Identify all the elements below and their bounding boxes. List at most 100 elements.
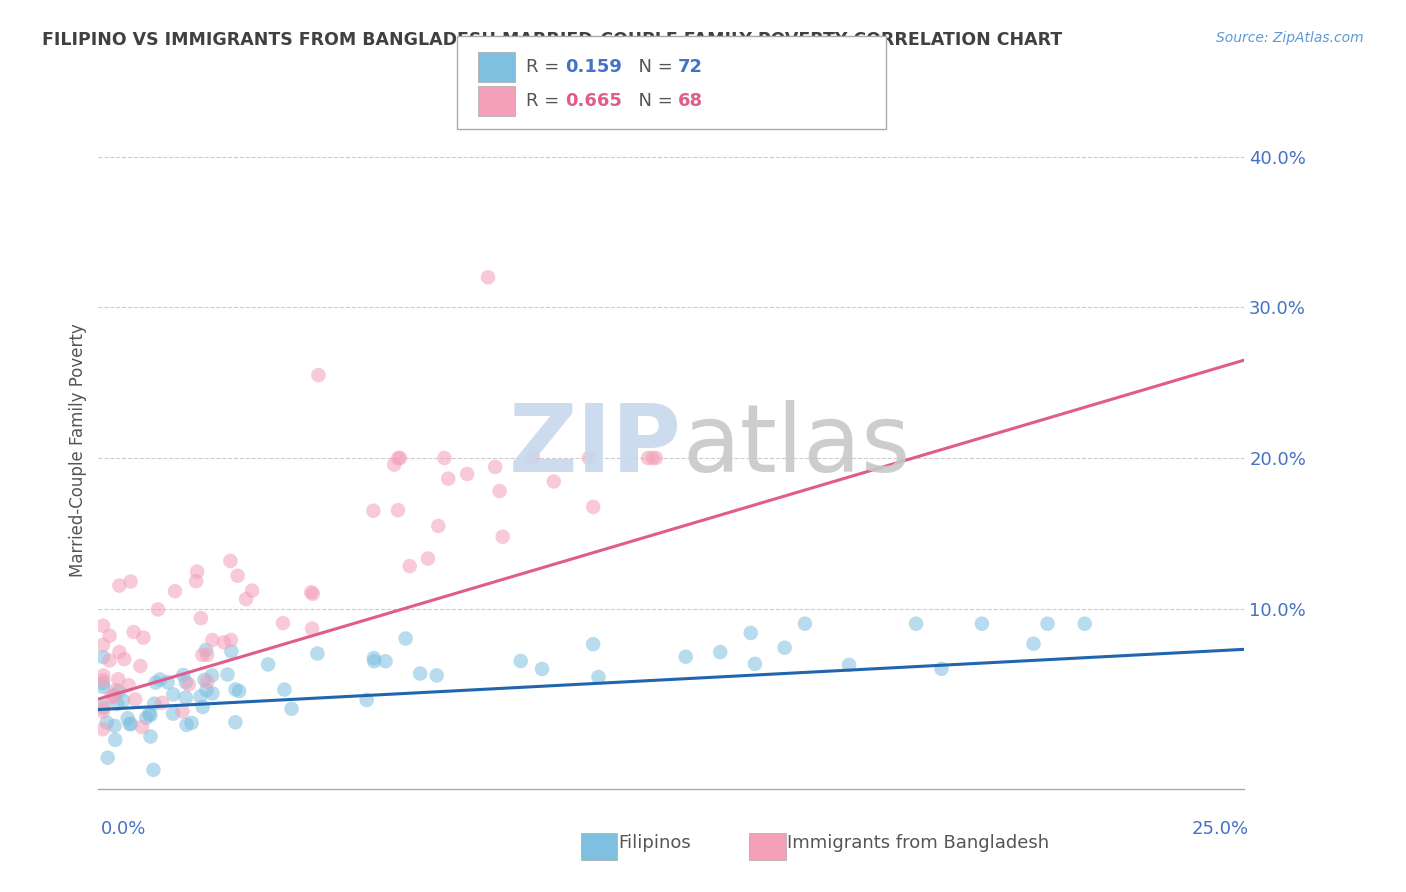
Point [235, 592, 257, 607]
Point [120, 717, 142, 731]
Point [184, 574, 207, 589]
Point [195, 674, 218, 689]
Point [307, 368, 329, 383]
Point [176, 718, 198, 732]
Point [172, 668, 194, 682]
Point [219, 632, 242, 647]
Point [427, 519, 450, 533]
Point [225, 682, 247, 697]
Point [201, 633, 224, 648]
Text: 25.0%: 25.0% [1191, 820, 1249, 838]
Text: R =: R = [526, 92, 565, 110]
Point [103, 688, 125, 702]
Text: N =: N = [627, 58, 679, 76]
Point [195, 683, 218, 698]
Point [228, 684, 250, 698]
Point [492, 530, 515, 544]
Point [195, 648, 218, 662]
Point [91, 705, 114, 719]
Text: N =: N = [627, 92, 679, 110]
Point [96, 715, 118, 730]
Point [174, 690, 197, 705]
Point [271, 616, 294, 631]
Point [172, 704, 194, 718]
Text: 72: 72 [678, 58, 703, 76]
Point [522, 450, 544, 465]
Point [709, 645, 731, 659]
Point [433, 450, 456, 465]
Point [221, 644, 243, 658]
Point [675, 649, 697, 664]
Point [129, 659, 152, 673]
Text: 0.0%: 0.0% [101, 820, 146, 838]
Point [104, 719, 127, 733]
Point [150, 696, 173, 710]
Point [118, 717, 141, 731]
Point [112, 652, 135, 666]
Point [740, 626, 762, 640]
Point [240, 583, 263, 598]
Point [156, 675, 179, 690]
Text: Filipinos: Filipinos [619, 834, 692, 852]
Point [509, 654, 531, 668]
Point [477, 270, 499, 285]
Point [1036, 616, 1059, 631]
Point [103, 690, 125, 705]
Point [163, 584, 186, 599]
Point [135, 711, 157, 725]
Point [174, 675, 197, 690]
Point [105, 697, 128, 711]
Point [588, 670, 610, 684]
Point [484, 459, 506, 474]
Point [145, 675, 167, 690]
Point [186, 565, 208, 579]
Point [190, 611, 212, 625]
Point [398, 559, 420, 574]
Point [437, 472, 460, 486]
Point [97, 750, 120, 764]
Point [91, 680, 114, 694]
Point [142, 763, 165, 777]
Point [91, 699, 114, 714]
Text: 0.665: 0.665 [565, 92, 621, 110]
Point [143, 697, 166, 711]
Point [582, 500, 605, 514]
Text: FILIPINO VS IMMIGRANTS FROM BANGLADESH MARRIED-COUPLE FAMILY POVERTY CORRELATION: FILIPINO VS IMMIGRANTS FROM BANGLADESH M… [42, 31, 1063, 49]
Point [190, 690, 212, 704]
Point [91, 722, 114, 736]
Point [146, 602, 169, 616]
Point [363, 654, 385, 668]
Point [100, 690, 122, 704]
Point [177, 677, 200, 691]
Text: R =: R = [526, 58, 565, 76]
Point [201, 686, 224, 700]
Point [91, 650, 114, 665]
Point [1073, 616, 1095, 631]
Point [363, 504, 385, 518]
Point [793, 616, 815, 631]
Point [162, 706, 184, 721]
Point [124, 692, 146, 706]
Text: 0.159: 0.159 [565, 58, 621, 76]
Point [122, 625, 145, 640]
Point [456, 467, 478, 481]
Point [98, 629, 121, 643]
Point [149, 673, 172, 687]
Point [395, 632, 418, 646]
Point [637, 450, 659, 465]
Text: ZIP: ZIP [509, 400, 682, 492]
Point [91, 673, 114, 688]
Point [641, 450, 664, 465]
Point [426, 668, 449, 682]
Point [582, 637, 605, 651]
Point [273, 682, 295, 697]
Point [280, 702, 302, 716]
Point [112, 693, 135, 707]
Point [970, 616, 993, 631]
Point [374, 654, 396, 668]
Point [301, 622, 323, 636]
Point [91, 701, 114, 715]
Point [117, 678, 139, 692]
Point [488, 483, 510, 498]
Point [226, 568, 249, 582]
